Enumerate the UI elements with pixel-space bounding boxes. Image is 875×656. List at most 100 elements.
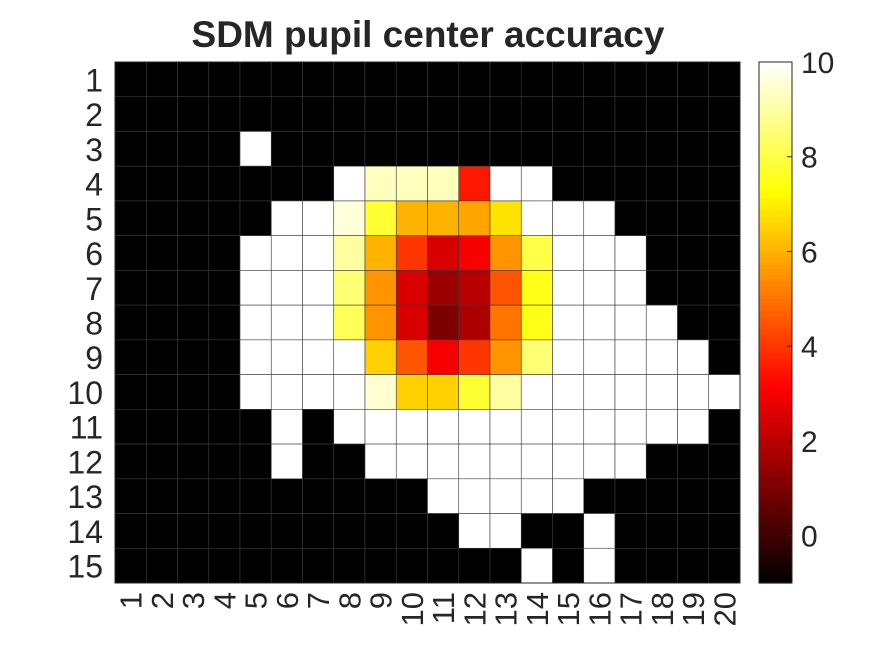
- heatmap-cell-r9-c16: [583, 339, 616, 375]
- heatmap-cell-r4-c14: [520, 165, 553, 202]
- heatmap-cell-r1-c8: [333, 61, 366, 98]
- heatmap-cell-r7-c9: [364, 270, 397, 306]
- heatmap-cell-r11-c19: [677, 409, 710, 445]
- heatmap-cell-r7-c18: [645, 270, 678, 306]
- x-tick-label: 12: [457, 592, 492, 626]
- heatmap-cell-r9-c15: [552, 339, 585, 375]
- heatmap-cell-r4-c12: [458, 165, 491, 202]
- heatmap-cell-r1-c4: [208, 61, 241, 98]
- heatmap-cell-r10-c4: [208, 374, 241, 410]
- heatmap-cell-r3-c17: [614, 131, 647, 167]
- heatmap-cell-r13-c6: [270, 478, 303, 514]
- colorbar-segment: [759, 204, 792, 211]
- heatmap-cell-r4-c11: [427, 165, 460, 202]
- heatmap-cell-r13-c17: [614, 478, 647, 514]
- x-tick-label: 6: [270, 592, 305, 609]
- heatmap-cell-r5-c9: [364, 200, 397, 236]
- heatmap-cell-r5-c16: [583, 200, 616, 236]
- heatmap-cell-r14-c1: [114, 513, 147, 549]
- heatmap-cell-r7-c17: [614, 270, 647, 306]
- heatmap-cell-r15-c17: [614, 547, 647, 584]
- heatmap-cell-r15-c14: [520, 547, 553, 584]
- heatmap-cell-r2-c12: [458, 96, 491, 132]
- heatmap-cell-r4-c20: [708, 165, 741, 202]
- heatmap-cell-r3-c5: [239, 131, 272, 167]
- heatmap-cell-r6-c9: [364, 235, 397, 271]
- heatmap-cell-r13-c7: [302, 478, 335, 514]
- heatmap-cell-r1-c20: [708, 61, 741, 98]
- heatmap-cell-r14-c12: [458, 513, 491, 549]
- heatmap-cell-r4-c7: [302, 165, 335, 202]
- heatmap-cell-r9-c19: [677, 339, 710, 375]
- colorbar-segment: [759, 245, 792, 253]
- heatmap-cell-r14-c16: [583, 513, 616, 549]
- colorbar-segment: [759, 239, 792, 247]
- colorbar-segment: [759, 523, 792, 531]
- heatmap-cell-r10-c8: [333, 374, 366, 410]
- heatmap-cell-r3-c4: [208, 131, 241, 167]
- heatmap-cell-r5-c13: [489, 200, 522, 236]
- heatmap-cell-r4-c16: [583, 165, 616, 202]
- heatmap-cell-r11-c2: [145, 409, 178, 445]
- heatmap-cell-r10-c3: [177, 374, 210, 410]
- heatmap-cell-r2-c6: [270, 96, 303, 132]
- colorbar-segment: [759, 186, 792, 193]
- colorbar-segment: [759, 541, 792, 549]
- heatmap-cell-r4-c2: [145, 165, 178, 202]
- colorbar-tick-label: 8: [801, 142, 818, 175]
- colorbar-segment: [759, 352, 792, 359]
- heatmap-cell-r7-c5: [239, 270, 272, 306]
- heatmap-cell-r1-c2: [145, 61, 178, 98]
- heatmap-cell-r1-c3: [177, 61, 210, 98]
- heatmap-cell-r7-c14: [520, 270, 553, 306]
- heatmap-cell-r11-c13: [489, 409, 522, 445]
- heatmap-cell-r6-c8: [333, 235, 366, 271]
- heatmap-cell-r5-c8: [333, 200, 366, 236]
- heatmap-cell-r8-c18: [645, 304, 678, 341]
- heatmap-cell-r4-c17: [614, 165, 647, 202]
- colorbar-segment: [759, 263, 792, 270]
- x-tick-label: 8: [332, 592, 367, 609]
- heatmap-cell-r6-c16: [583, 235, 616, 271]
- heatmap-cell-r11-c12: [458, 409, 491, 445]
- colorbar-segment: [759, 417, 792, 424]
- colorbar-segment: [759, 127, 792, 134]
- heatmap-cell-r4-c3: [177, 165, 210, 202]
- heatmap-cell-r15-c19: [677, 547, 710, 584]
- colorbar-segment: [759, 452, 792, 460]
- colorbar-segment: [759, 387, 792, 395]
- colorbar: 0 2 4 6 8 10: [758, 47, 834, 584]
- colorbar-segment: [759, 346, 792, 353]
- heatmap-cell-r11-c5: [239, 409, 272, 445]
- colorbar-segment: [759, 559, 792, 566]
- heatmap-cell-r9-c20: [708, 339, 741, 375]
- colorbar-border: [758, 61, 793, 584]
- colorbar-segment: [759, 257, 792, 264]
- colorbar-segment: [759, 67, 792, 75]
- heatmap-cell-r12-c5: [239, 443, 272, 480]
- heatmap-cell-r2-c1: [114, 96, 147, 132]
- colorbar-segment: [759, 429, 792, 436]
- y-tick-label: 2: [85, 97, 103, 133]
- heatmap-cell-r13-c3: [177, 478, 210, 514]
- colorbar-segment: [759, 227, 792, 235]
- heatmap-cell-r15-c9: [364, 547, 397, 584]
- heatmap-cell-r4-c4: [208, 165, 241, 202]
- colorbar-segment: [759, 281, 792, 288]
- colorbar-segment: [759, 85, 792, 93]
- y-tick-label: 11: [70, 410, 103, 446]
- heatmap-cell-r3-c18: [645, 131, 678, 167]
- colorbar-tick-label: 10: [801, 47, 834, 80]
- colorbar-segment: [759, 399, 792, 406]
- heatmap-cell-r6-c19: [677, 235, 710, 271]
- heatmap-cell-r15-c1: [114, 547, 147, 584]
- heatmap-cell-r10-c17: [614, 374, 647, 410]
- y-tick-label: 3: [85, 132, 103, 168]
- heatmap-cell-r8-c4: [208, 304, 241, 341]
- x-tick-label: 1: [114, 592, 149, 609]
- heatmap-cell-r13-c1: [114, 478, 147, 514]
- heatmap-cell-r12-c14: [520, 443, 553, 480]
- heatmap-cell-r1-c15: [552, 61, 585, 98]
- heatmap-cell-r15-c8: [333, 547, 366, 584]
- x-tick-label: 20: [707, 592, 742, 626]
